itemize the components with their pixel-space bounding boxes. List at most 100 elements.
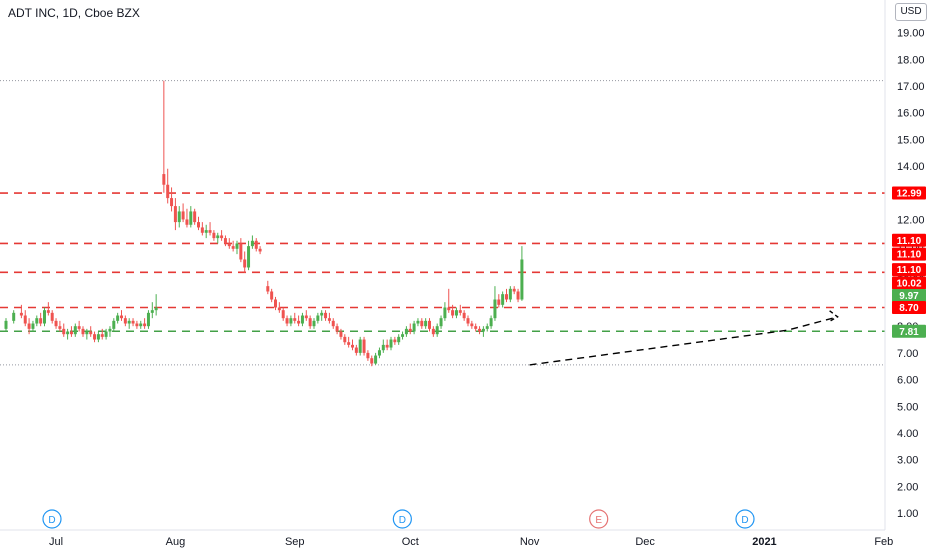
candle-body (347, 342, 351, 345)
price-tag-label: 12.99 (896, 189, 921, 200)
price-tag: 8.70 (892, 301, 926, 315)
price-tag: 9.97 (892, 288, 926, 302)
candle-body (297, 320, 301, 324)
candle-body (370, 358, 374, 364)
candle-body (220, 235, 224, 239)
currency-button[interactable]: USD (895, 3, 927, 21)
candle-body (66, 331, 70, 335)
candle-body (489, 318, 493, 327)
price-tag: 11.10 (892, 247, 926, 261)
candle-body (428, 320, 431, 329)
candle-body (420, 320, 424, 327)
candle-body (108, 328, 112, 332)
y-tick-label: 17.00 (897, 81, 925, 93)
candle-body (31, 323, 35, 329)
price-tag-label: 7.81 (899, 327, 919, 338)
dividend-marker[interactable]: D (42, 509, 62, 529)
price-tag: 10.02 (892, 276, 926, 290)
candle-body (416, 320, 420, 324)
y-axis[interactable]: 19.0018.0017.0016.0015.0014.0013.0012.00… (897, 28, 925, 520)
candle-body (304, 315, 308, 319)
dividend-marker[interactable]: D (392, 509, 412, 529)
candle-body (408, 328, 412, 332)
candle-body (177, 211, 181, 223)
x-tick-label: Oct (402, 536, 419, 548)
candle-body (443, 307, 447, 319)
candle-body (235, 243, 239, 249)
y-tick-label: 15.00 (897, 134, 925, 146)
candle-body (143, 323, 147, 327)
price-tag: 12.99 (892, 186, 926, 200)
candle-body (354, 347, 358, 353)
candle-body (320, 312, 324, 316)
candle-body (227, 243, 231, 247)
candle-body (308, 318, 312, 327)
candle-body (54, 320, 58, 327)
x-axis[interactable]: Jul Aug Sep Oct Nov Dec 2021 Feb (49, 536, 893, 548)
candle-body (316, 315, 320, 321)
candle-body (454, 310, 458, 316)
candle-body (493, 299, 497, 319)
x-tick-label: 2021 (752, 536, 776, 548)
price-tag-label: 11.10 (897, 250, 922, 261)
x-tick-label: Sep (285, 536, 305, 548)
candle-body (23, 315, 27, 324)
event-letter: E (595, 515, 602, 526)
candle-body (293, 318, 297, 321)
candle-body (274, 299, 277, 308)
candle-body (501, 294, 505, 305)
candle-body (431, 328, 435, 335)
x-tick-label: Jul (49, 536, 63, 548)
dividend-marker[interactable]: D (735, 509, 755, 529)
candle-body (351, 344, 354, 348)
candle-body (243, 259, 247, 268)
candle-body (389, 339, 393, 348)
price-tag: 11.10 (892, 233, 926, 247)
event-letter: D (48, 515, 55, 526)
candle-body (439, 318, 443, 327)
price-tag-label: 8.70 (899, 303, 919, 314)
candle-body (366, 352, 370, 359)
candle-body (270, 291, 274, 300)
y-tick-label: 6.00 (897, 375, 918, 387)
candle-body (73, 326, 77, 335)
candle-body (189, 211, 193, 225)
y-tick-label: 16.00 (897, 108, 925, 120)
candle-body (197, 222, 200, 228)
candle-body (123, 318, 127, 324)
horizontal-lines (0, 80, 885, 366)
candle-body (377, 350, 381, 356)
candle-body (374, 355, 378, 364)
candle-body (166, 184, 170, 199)
price-tag: 7.81 (892, 324, 926, 338)
candle-body (266, 286, 270, 292)
x-tick-label: Aug (166, 536, 186, 548)
candle-body (424, 320, 428, 327)
candle-body (96, 334, 100, 340)
candle-body (93, 334, 97, 340)
earnings-marker[interactable]: E (589, 509, 609, 529)
y-tick-label: 7.00 (897, 348, 918, 360)
candle-body (335, 326, 339, 332)
candle-body (254, 240, 258, 249)
candle-body (120, 315, 123, 319)
candle-body (39, 318, 43, 324)
candle-body (19, 312, 23, 316)
price-tag: 11.10 (892, 263, 926, 277)
price-tag-label: 11.10 (897, 265, 922, 276)
candle-body (12, 312, 16, 321)
candle-body (62, 328, 66, 335)
trend-arrow-head (828, 310, 839, 323)
candle-body (112, 320, 116, 329)
candle-body (412, 323, 416, 332)
candle-body (127, 320, 131, 324)
candle-body (81, 328, 85, 335)
candle-body (516, 291, 520, 300)
candle-body (339, 331, 343, 337)
price-tag-label: 11.10 (897, 236, 922, 247)
price-tag-label: 10.02 (896, 278, 921, 289)
candle-body (385, 344, 389, 348)
candle-body (239, 243, 243, 260)
candle-body (281, 310, 285, 319)
